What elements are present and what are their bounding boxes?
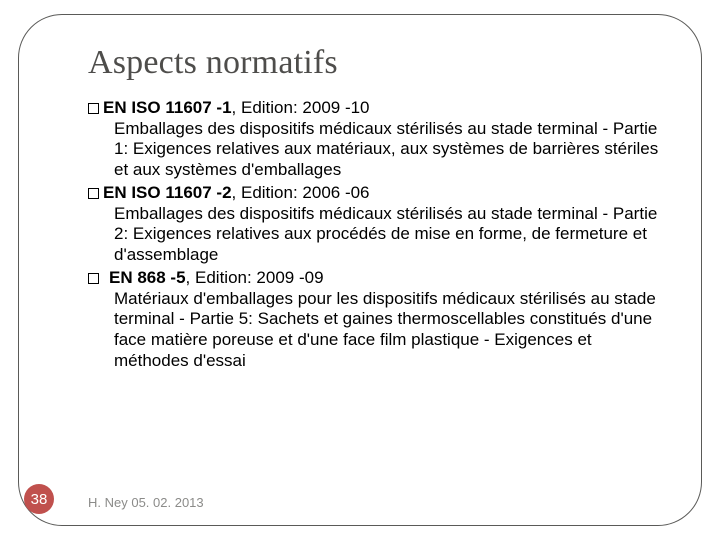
standard-item-3-desc: Matériaux d'emballages pour les disposit… [88,289,670,372]
standard-item-2-head: EN ISO 11607 -2, Edition: 2006 -06 [88,183,670,204]
bullet-icon [88,103,99,114]
standard-code: EN ISO 11607 -1 [103,98,232,117]
standard-edition: , Edition: 2009 -09 [186,268,324,287]
page-number-badge: 38 [24,484,54,514]
page-number: 38 [31,491,48,508]
standard-item-1-head: EN ISO 11607 -1, Edition: 2009 -10 [88,98,670,119]
body-text: EN ISO 11607 -1, Edition: 2009 -10 Embal… [88,98,670,372]
bullet-icon [88,273,99,284]
slide-title: Aspects normatifs [88,44,670,82]
standard-code: EN ISO 11607 -2 [103,183,232,202]
slide: Aspects normatifs EN ISO 11607 -1, Editi… [0,0,720,540]
standard-item-3-head: EN 868 -5, Edition: 2009 -09 [88,268,670,289]
standard-edition: , Edition: 2009 -10 [232,98,370,117]
standard-item-1-desc: Emballages des dispositifs médicaux stér… [88,119,670,181]
content-area: Aspects normatifs EN ISO 11607 -1, Editi… [88,44,670,374]
bullet-icon [88,188,99,199]
standard-code: EN 868 -5 [109,268,186,287]
standard-edition: , Edition: 2006 -06 [232,183,370,202]
standard-item-2-desc: Emballages des dispositifs médicaux stér… [88,204,670,266]
footer-author-date: H. Ney 05. 02. 2013 [88,495,204,510]
